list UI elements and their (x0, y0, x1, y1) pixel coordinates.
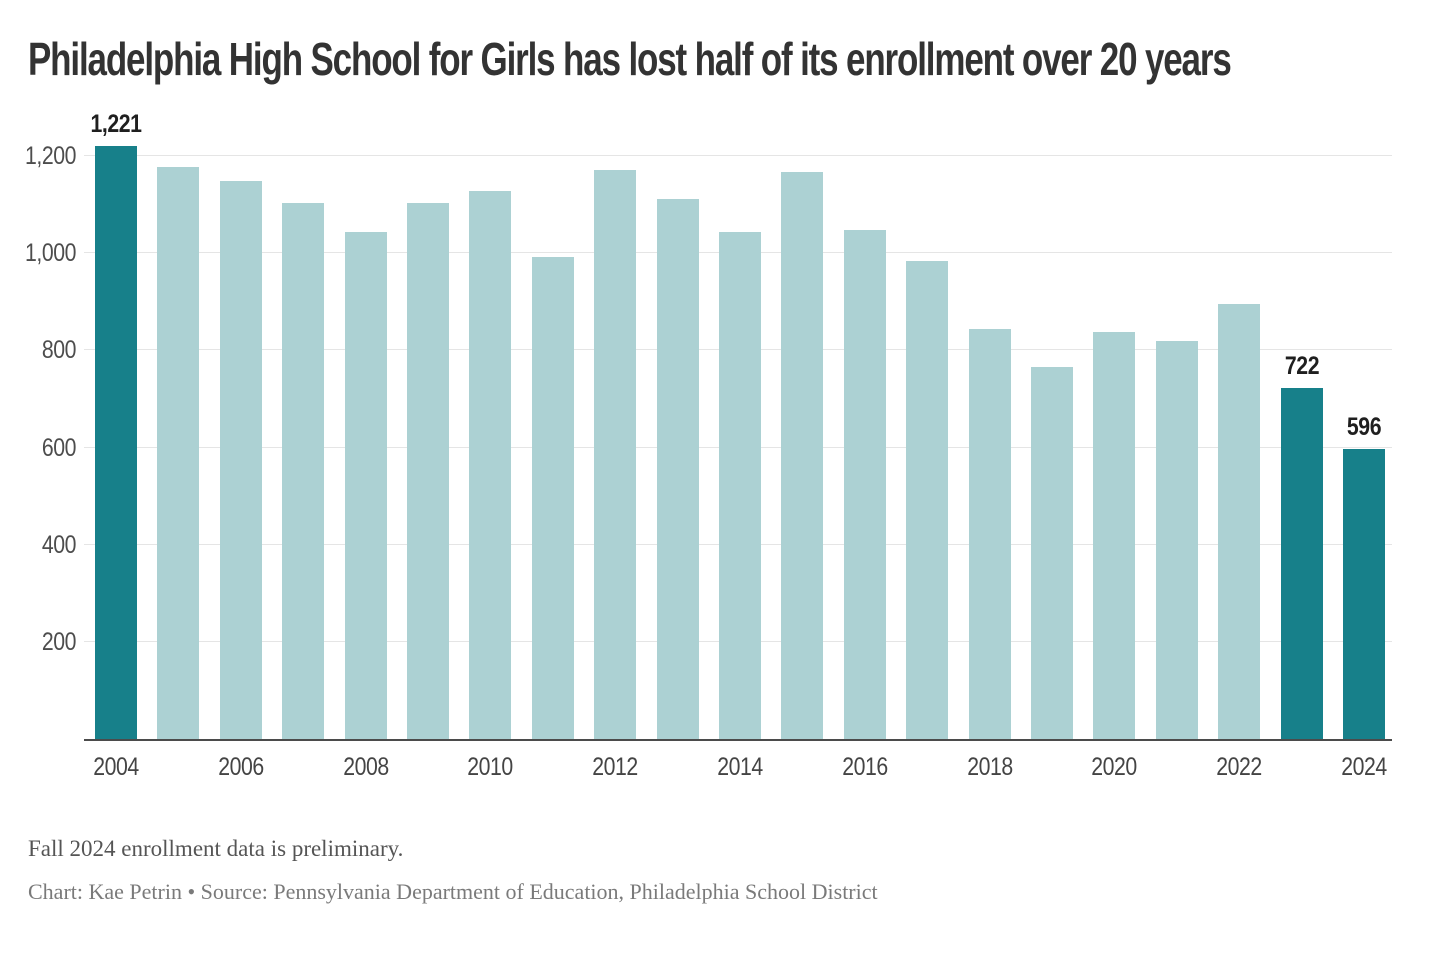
y-tick-label-1200: 1,200 (24, 142, 76, 170)
bar-2013[interactable] (656, 198, 699, 739)
y-tick-label-400: 400 (41, 530, 77, 559)
bar-2017[interactable] (906, 260, 949, 739)
x-tick-label-2014: 2014 (717, 753, 763, 781)
bar-2019[interactable] (1031, 367, 1073, 739)
x-tick-label-2018: 2018 (966, 753, 1013, 781)
credit-line: Chart: Kae Petrin • Source: Pennsylvania… (28, 879, 878, 904)
gridline-1200 (84, 155, 1392, 157)
bar-2021[interactable] (1155, 341, 1198, 739)
value-label-2024: 596 (1346, 413, 1382, 442)
x-tick-label-2010: 2010 (467, 753, 514, 781)
bar-2004[interactable]: 1,221 (90, 110, 142, 739)
value-label-2004: 1,221 (90, 109, 142, 138)
y-tick-label-600: 600 (41, 433, 77, 462)
x-axis-line (84, 738, 1392, 741)
x-tick-label-2006: 2006 (218, 753, 264, 781)
y-tick-label-200: 200 (41, 627, 77, 656)
bar-2022[interactable] (1218, 303, 1261, 739)
y-tick-label-1000: 1,000 (24, 239, 76, 268)
bar-2015[interactable] (781, 171, 824, 739)
x-tick-label-2008: 2008 (342, 753, 389, 781)
x-tick-label-2024: 2024 (1341, 753, 1387, 781)
bar-2007[interactable] (282, 203, 325, 739)
chart-title: Philadelphia High School for Girls has l… (28, 33, 1232, 85)
x-tick-label-2004: 2004 (93, 753, 139, 781)
bar-2016[interactable] (843, 229, 886, 739)
value-label-2023: 722 (1284, 352, 1320, 381)
bar-2020[interactable] (1093, 331, 1136, 739)
bar-2014[interactable] (719, 232, 761, 739)
x-tick-label-2012: 2012 (592, 753, 638, 781)
y-tick-label-800: 800 (41, 336, 77, 365)
bar-2024[interactable]: 596 (1343, 413, 1385, 739)
bar-2008[interactable] (344, 231, 387, 739)
x-tick-label-2022: 2022 (1216, 753, 1262, 781)
x-tick-label-2020: 2020 (1091, 753, 1138, 781)
bar-2012[interactable] (594, 170, 637, 739)
bar-2018[interactable] (968, 329, 1011, 739)
bar-2009[interactable] (407, 202, 449, 739)
bar-2005[interactable] (157, 167, 200, 739)
x-tick-label-2016: 2016 (842, 753, 888, 781)
bar-2023[interactable]: 722 (1280, 352, 1323, 739)
bar-2006[interactable] (219, 181, 262, 739)
bar-2011[interactable] (531, 257, 574, 739)
plot-area: 1,221 2004 2006 2008 2010 2012 2014 2016 2018 202… (84, 110, 1392, 781)
footnote: Fall 2024 enrollment data is preliminary… (28, 836, 404, 861)
bar-2010[interactable] (469, 191, 512, 739)
